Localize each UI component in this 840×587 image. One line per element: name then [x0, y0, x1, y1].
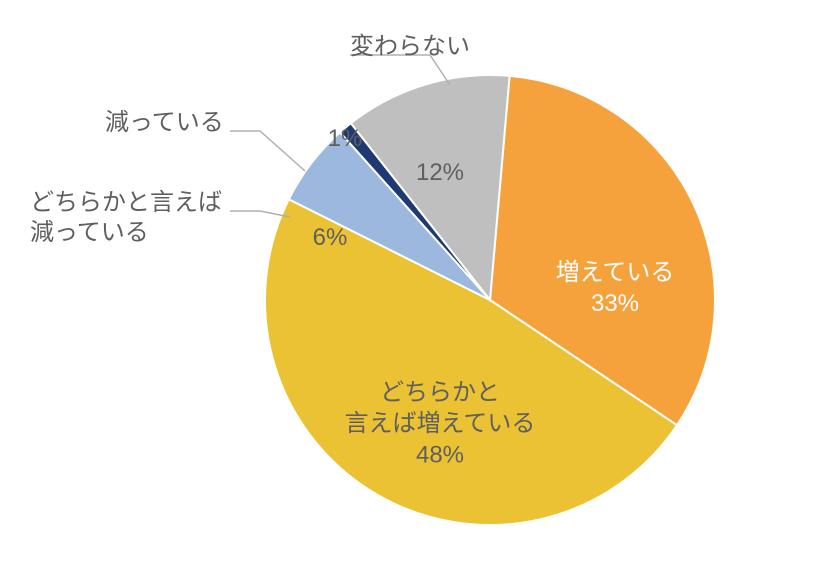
inside-label: 1% [328, 125, 363, 152]
inside-label: 12% [416, 159, 464, 186]
leader-line [230, 131, 305, 171]
external-label: 変わらない [350, 33, 470, 60]
inside-label: 6% [313, 224, 348, 251]
pie-chart: 変わらない減っているどちらかと言えば減っている増えている33%どちらかと言えば増… [0, 0, 840, 587]
external-label: 減っている [105, 109, 224, 136]
external-label: どちらかと言えば減っている [30, 189, 222, 246]
